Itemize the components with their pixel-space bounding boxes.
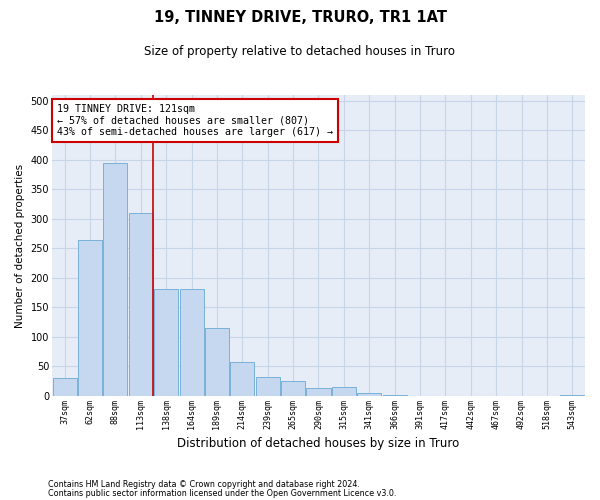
Text: Contains HM Land Registry data © Crown copyright and database right 2024.: Contains HM Land Registry data © Crown c…	[48, 480, 360, 489]
Text: Contains public sector information licensed under the Open Government Licence v3: Contains public sector information licen…	[48, 488, 397, 498]
Bar	[256, 377, 280, 396]
Bar	[357, 393, 382, 396]
Bar	[332, 387, 356, 396]
Bar	[281, 380, 305, 396]
Bar	[103, 163, 127, 396]
Bar	[78, 240, 102, 396]
Y-axis label: Number of detached properties: Number of detached properties	[15, 164, 25, 328]
Bar	[129, 213, 153, 396]
Bar	[205, 328, 229, 396]
Bar	[179, 289, 203, 396]
Bar	[154, 289, 178, 396]
X-axis label: Distribution of detached houses by size in Truro: Distribution of detached houses by size …	[178, 437, 460, 450]
Text: 19 TINNEY DRIVE: 121sqm
← 57% of detached houses are smaller (807)
43% of semi-d: 19 TINNEY DRIVE: 121sqm ← 57% of detache…	[57, 104, 333, 137]
Text: Size of property relative to detached houses in Truro: Size of property relative to detached ho…	[145, 45, 455, 58]
Bar	[53, 378, 77, 396]
Bar	[230, 362, 254, 396]
Bar	[307, 388, 331, 396]
Text: 19, TINNEY DRIVE, TRURO, TR1 1AT: 19, TINNEY DRIVE, TRURO, TR1 1AT	[154, 10, 446, 25]
